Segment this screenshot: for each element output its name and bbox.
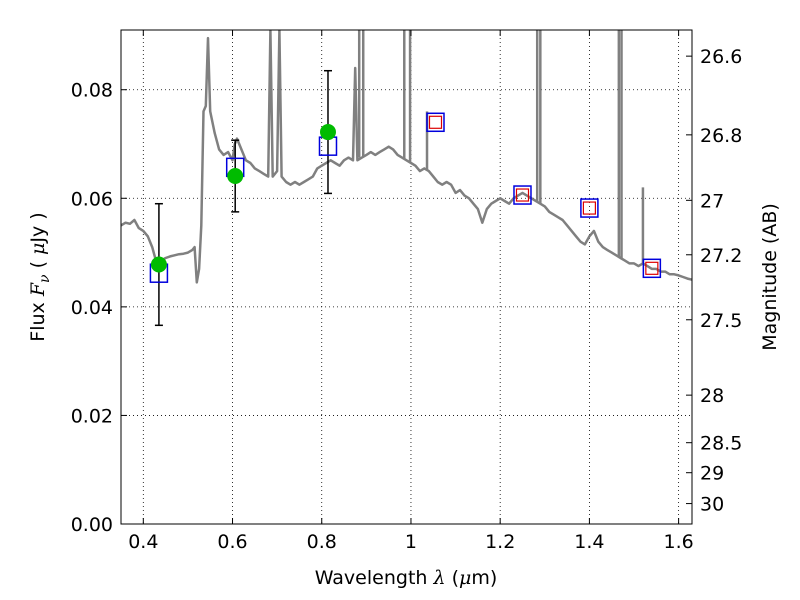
y2-axis-title: Magnitude (AB) <box>759 203 781 351</box>
axes: 0.4 0.6 0.8 1 1.2 1.4 1.6 0.00 0.02 0.04 0.06 0.08 2… <box>71 30 742 553</box>
observed-photometry-point <box>319 124 336 141</box>
y-tick-label: 0.02 <box>71 405 113 427</box>
magnitude-tick-label: 28.5 <box>700 433 742 455</box>
model-photometry-box <box>642 258 662 279</box>
magnitude-tick-label: 26.6 <box>700 46 742 68</box>
x-axis-title: Wavelength λ (μm) <box>315 567 498 589</box>
magnitude-tick-label: 26.8 <box>700 125 742 147</box>
y-tick-label: 0.04 <box>71 297 113 319</box>
magnitude-tick-label: 29 <box>700 463 724 485</box>
data-layer <box>121 30 692 327</box>
y-tick-label: 0.06 <box>71 188 113 210</box>
model-photometry-box <box>513 185 532 205</box>
predicted-photometry-box <box>582 201 596 215</box>
x-tick-label: 1.6 <box>664 531 694 553</box>
model-sed-curve <box>121 30 692 284</box>
model-photometry-box <box>426 112 445 133</box>
magnitude-tick-label: 27 <box>700 190 724 212</box>
x-tick-label: 1.2 <box>485 531 515 553</box>
y-tick-label: 0.00 <box>71 514 113 536</box>
predicted-photometry-box <box>428 115 443 129</box>
plot-frame <box>120 29 693 525</box>
magnitude-tick-label: 30 <box>700 494 724 516</box>
magnitude-tick-label: 28 <box>700 385 724 407</box>
x-tick-label: 0.6 <box>217 531 247 553</box>
x-tick-label: 1 <box>405 531 417 553</box>
observed-photometry-point <box>150 256 167 273</box>
plot-background <box>121 30 692 524</box>
magnitude-tick-label: 27.5 <box>700 310 742 332</box>
y-tick-label: 0.08 <box>71 80 113 102</box>
x-tick-label: 0.8 <box>307 531 337 553</box>
x-tick-label: 0.4 <box>128 531 158 553</box>
model-photometry-box <box>580 198 599 218</box>
predicted-photometry-box <box>645 261 659 275</box>
magnitude-tick-label: 27.2 <box>700 245 742 267</box>
observed-photometry-point <box>227 168 244 185</box>
y-axis-title: Flux Fν ( μJy ) <box>27 212 53 341</box>
x-tick-label: 1.4 <box>574 531 604 553</box>
predicted-photometry-box <box>515 188 530 202</box>
